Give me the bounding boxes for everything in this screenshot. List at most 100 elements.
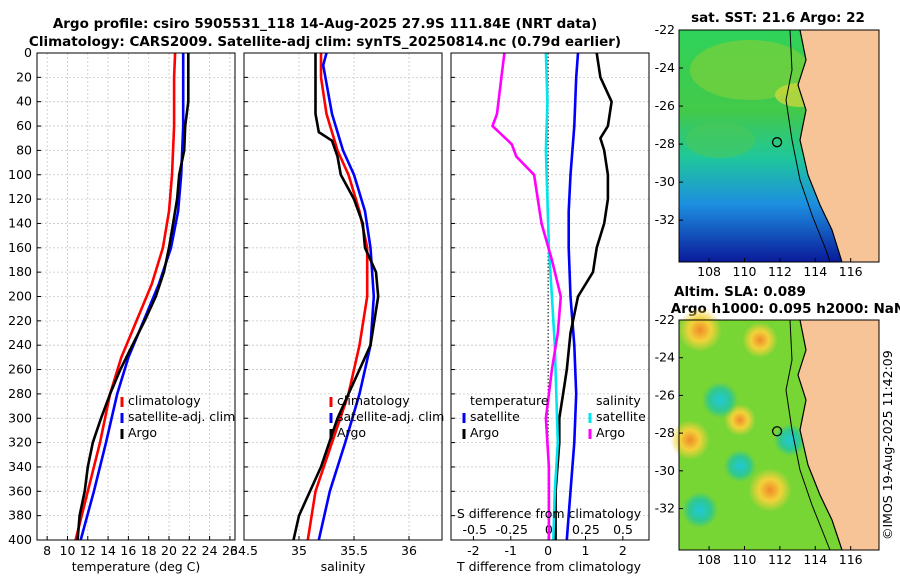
sst-isobath [785, 29, 831, 263]
x-tick-label: 22 [181, 543, 197, 558]
map-y-tick-label: -32 [655, 501, 675, 516]
y-tick-label: 100 [8, 167, 32, 182]
legend-argo-label: Argo [128, 425, 157, 440]
x-tick-label: 1 [582, 543, 590, 558]
y-tick-label: 340 [8, 459, 32, 474]
sla-argo-float-marker [771, 426, 783, 437]
sst-coastline [797, 29, 843, 263]
legend-sal-satellite-label: satellite [596, 409, 646, 424]
difference-panel: -2 -1 0 1 2-0.5 -0.25 0 0.25 0.5 temperature sat… [450, 52, 650, 574]
x-tick-label: 35.5 [340, 543, 368, 558]
y-tick-label: 380 [8, 508, 32, 523]
legend-temperature-title: temperature [470, 393, 549, 408]
x2-tick-label: 0.25 [572, 522, 600, 537]
x-tick-label: 20 [161, 543, 177, 558]
x-tick-label: 12 [80, 543, 96, 558]
sla-coastline [797, 319, 843, 551]
map-x-tick-label: 116 [839, 552, 863, 567]
sla-map-title1: Altim. SLA: 0.089 [674, 284, 806, 300]
temperature-legend: climatology satellite-adj. clim Argo [120, 393, 235, 440]
salinity-xlabel: salinity [321, 559, 366, 574]
x-tick-label: -1 [505, 543, 517, 558]
x2-tick-label: 0.5 [613, 522, 633, 537]
y-tick-label: 300 [8, 410, 32, 425]
sla-isobath [785, 319, 831, 551]
series-line-climatology [306, 53, 369, 541]
map-x-tick-label: 108 [697, 264, 721, 279]
series-line-salinity-satellite [544, 52, 560, 541]
map-y-tick-label: -24 [655, 350, 675, 365]
y-tick-label: 20 [16, 69, 32, 84]
y-tick-label: 280 [8, 386, 32, 401]
series-line-satellite-adj-clim [317, 52, 376, 541]
sst-map: sat. SST: 21.6 Argo: 22 -22 -24 -26 -28 -30 -… [655, 10, 880, 279]
y-tick-label: 360 [8, 483, 32, 498]
map-y-tick-label: -32 [655, 212, 675, 227]
sst-land [798, 30, 879, 262]
y-tick-label: 240 [8, 337, 32, 352]
x-tick-label: 26 [222, 543, 238, 558]
sla-land [798, 320, 879, 550]
legend-climatology-label: climatology [337, 393, 410, 408]
temperature-xlabel: temperature (deg C) [72, 559, 201, 574]
legend-temp-satellite-label: satellite [470, 409, 520, 424]
map-y-tick-label: -24 [655, 60, 675, 75]
x-tick-label: 35 [291, 543, 307, 558]
x2-tick-label: -0.5 [463, 522, 487, 537]
x-tick-label: 24 [202, 543, 218, 558]
x-tick-label: 0 [544, 543, 552, 558]
s-difference-xlabel: S difference from climatology [457, 506, 642, 521]
series-line-climatology [74, 52, 177, 541]
map-y-tick-label: -30 [655, 174, 675, 189]
map-y-tick-label: -22 [655, 312, 675, 327]
series-line-argo [76, 53, 190, 541]
legend-sal-argo-label: Argo [596, 425, 625, 440]
legend-salinity-title: salinity [596, 393, 641, 408]
map-x-tick-label: 116 [839, 264, 863, 279]
x-tick-label: 18 [141, 543, 157, 558]
series-line-salinity-argo [491, 52, 563, 540]
y-tick-label: 320 [8, 435, 32, 450]
salinity-panel: 34.5 35 35.5 36 climatology satellite-adj. … [230, 52, 444, 574]
series-line-argo [292, 53, 380, 541]
x-tick-label: 2 [619, 543, 627, 558]
sst-argo-float-marker [771, 137, 783, 148]
map-y-tick-label: -22 [655, 22, 675, 37]
x2-tick-label: -0.25 [496, 522, 528, 537]
series-line-temperature-satellite [565, 52, 580, 541]
map-x-tick-label: 114 [803, 264, 827, 279]
y-tick-label: 220 [8, 313, 32, 328]
map-x-tick-label: 112 [768, 264, 792, 279]
x-tick-label: 36 [401, 543, 417, 558]
map-y-tick-label: -28 [655, 136, 675, 151]
map-x-tick-label: 110 [733, 264, 757, 279]
series-line-temperature-argo [554, 52, 613, 540]
map-y-tick-label: -26 [655, 387, 675, 402]
figure-title-line2: Climatology: CARS2009. Satellite-adj cli… [29, 34, 621, 50]
y-tick-label: 60 [16, 118, 32, 133]
sla-map: Altim. SLA: 0.089 Argo h1000: 0.095 h200… [655, 284, 900, 567]
legend-climatology-label: climatology [128, 393, 201, 408]
figure-title-line1: Argo profile: csiro 5905531_118 14-Aug-2… [53, 16, 597, 32]
salinity-legend: climatology satellite-adj. clim Argo [329, 393, 444, 440]
legend-temp-argo-label: Argo [470, 425, 499, 440]
y-tick-label: 80 [16, 142, 32, 157]
y-tick-label: 180 [8, 264, 32, 279]
map-x-tick-label: 114 [803, 552, 827, 567]
map-x-tick-label: 108 [697, 552, 721, 567]
t-difference-xlabel: T difference from climatology [456, 559, 642, 574]
map-y-tick-label: -26 [655, 98, 675, 113]
y-tick-label: 120 [8, 191, 32, 206]
x-tick-label: 10 [60, 543, 76, 558]
map-x-tick-label: 112 [768, 552, 792, 567]
x-tick-label: 16 [120, 543, 136, 558]
temperature-panel: 0 20 40 60 80 100 120 140 160 180 200 220 240 260 280 3… [8, 45, 238, 574]
difference-legend: temperature satellite Argo salinity sate… [462, 393, 646, 440]
map-x-tick-label: 110 [733, 552, 757, 567]
x-tick-label: 14 [100, 543, 116, 558]
map-y-tick-label: -28 [655, 425, 675, 440]
x-tick-label: -2 [467, 543, 479, 558]
legend-argo-label: Argo [337, 425, 366, 440]
y-tick-label: 260 [8, 362, 32, 377]
